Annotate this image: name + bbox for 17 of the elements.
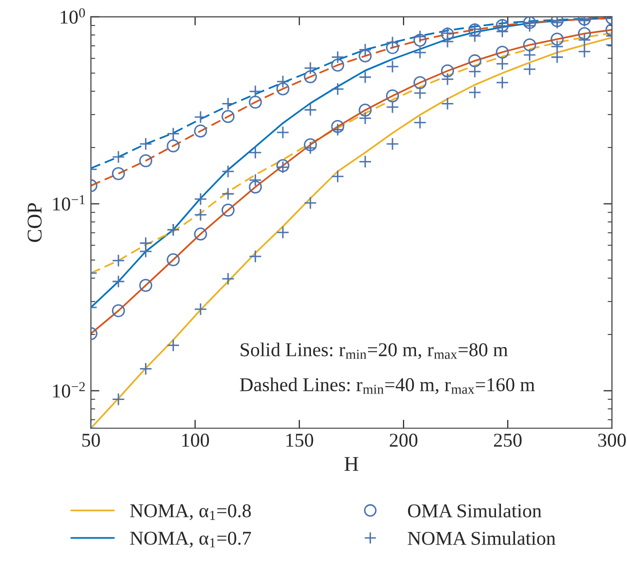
x-tick-label: 300: [598, 434, 626, 447]
legend-label: NOMA Simulation: [408, 531, 556, 545]
annotation: Dashed Lines: r$_{min}$=40 m, r$_{max}$=160 m: [240, 378, 535, 394]
x-tick-label: 50: [82, 434, 100, 447]
y-tick-label: 10$^{0}$: [60, 8, 85, 24]
x-tick-label: 150: [286, 434, 314, 447]
y-axis-title: COP: [28, 203, 42, 242]
x-tick-label: 100: [182, 434, 209, 447]
legend-label: NOMA, α$_{1}$=0.8: [130, 504, 251, 520]
y-tick-label: 10$^{−1}$: [53, 195, 85, 211]
x-tick-label: 250: [494, 434, 522, 447]
annotation: Solid Lines: r$_{min}$=20 m, r$_{max}$=80 m: [240, 342, 508, 360]
x-tick-label: 200: [390, 434, 418, 447]
legend-label: NOMA, α$_{1}$=0.7: [130, 532, 252, 548]
y-tick-label: 10$^{−2}$: [53, 382, 85, 398]
legend-label: OMA Simulation: [408, 504, 542, 518]
x-axis-title: H: [344, 457, 358, 471]
